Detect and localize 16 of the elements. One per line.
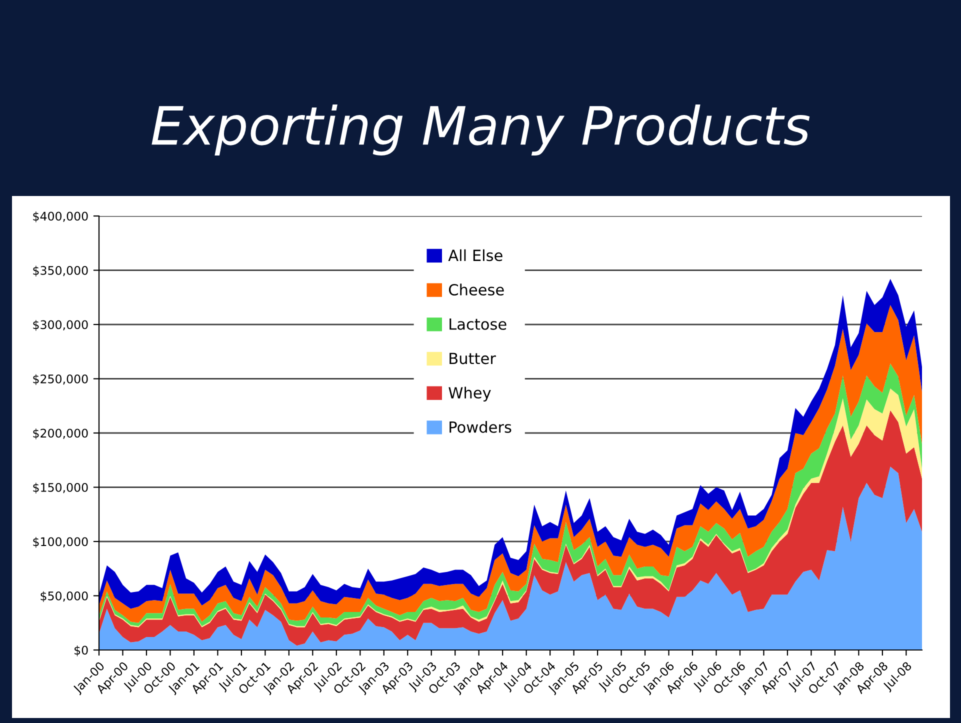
y-tick-label: $400,000 [33, 212, 88, 222]
y-tick-label: $150,000 [33, 482, 88, 494]
y-tick-label: $0 [74, 646, 88, 656]
y-tick-label: $100,000 [33, 537, 88, 548]
y-tick-label: $350,000 [33, 266, 88, 276]
legend-label: Lactose [450, 318, 506, 330]
legend-label: All Else [448, 249, 502, 262]
legend-label: Whey [448, 386, 491, 402]
y-tick-label: $300,000 [33, 320, 88, 331]
legend-label: Butter [450, 352, 496, 364]
y-tick-label: $200,000 [33, 428, 88, 440]
y-tick-label: $50,000 [40, 591, 88, 602]
legend-label: Powders [450, 421, 512, 433]
chart-title: Exporting Many Products [152, 104, 810, 156]
legend-label: Cheese [448, 284, 504, 296]
y-tick-label: $250,000 [33, 374, 88, 385]
